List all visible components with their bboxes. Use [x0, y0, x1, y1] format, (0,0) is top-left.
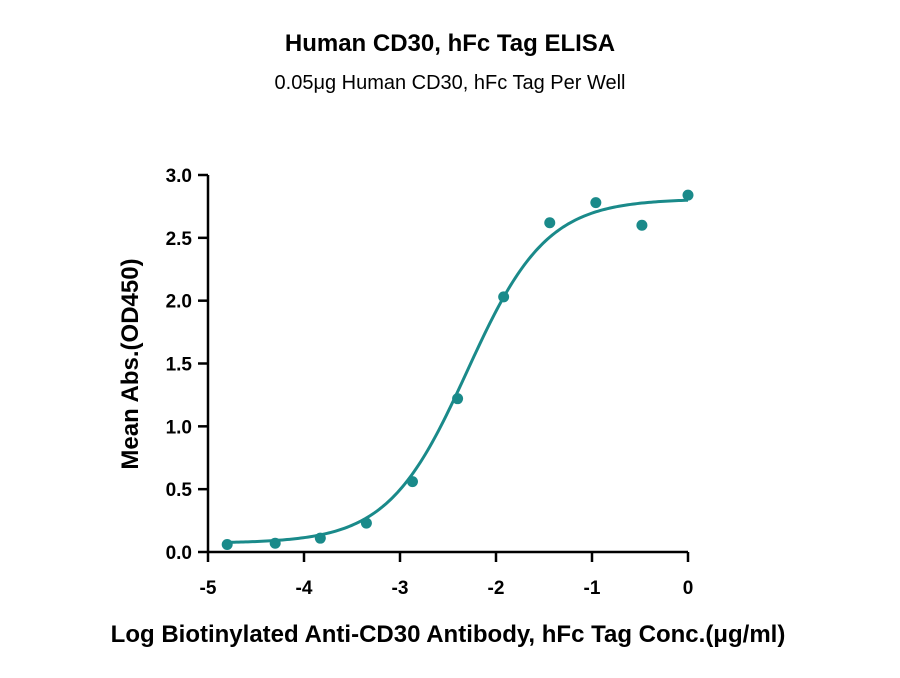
data-point — [269, 537, 281, 549]
data-point — [636, 219, 648, 231]
y-axis-label: Mean Abs.(OD450) — [117, 258, 144, 469]
data-point — [498, 291, 510, 303]
data-point — [452, 393, 464, 405]
x-tick-label: -3 — [392, 578, 409, 599]
data-point — [544, 217, 556, 229]
y-tick-label: 0.5 — [166, 480, 193, 501]
data-point — [406, 476, 418, 488]
chart-title: Human CD30, hFc Tag ELISA — [284, 30, 616, 57]
y-tick-label: 1.5 — [166, 355, 193, 376]
axes: 0.0 0.5 1.0 1.5 2.0 2.5 3.0 -5 -4 -3 -2 -1 0 — [166, 166, 694, 599]
y-tick-label: 3.0 — [166, 166, 192, 187]
fit-curve — [227, 198, 689, 544]
data-point — [360, 517, 372, 529]
x-tick-label: -4 — [296, 578, 313, 599]
x-tick-label: -1 — [584, 578, 601, 599]
y-tick-label: 2.5 — [166, 229, 193, 250]
x-tick-label: -5 — [200, 578, 217, 599]
x-tick-label: -2 — [488, 578, 505, 599]
data-point — [590, 197, 602, 209]
data-point — [314, 532, 326, 544]
data-point — [221, 538, 233, 550]
chart-subtitle: 0.05μg Human CD30, hFc Tag Per Well — [274, 72, 626, 94]
y-tick-label: 1.0 — [166, 417, 192, 438]
x-tick-label: 0 — [683, 578, 694, 599]
y-tick-label: 0.0 — [166, 543, 192, 564]
x-axis-label: Log Biotinylated Anti-CD30 Antibody, hFc… — [111, 621, 786, 648]
data-point — [682, 189, 694, 201]
data-points — [221, 189, 694, 550]
y-tick-label: 2.0 — [166, 292, 192, 313]
